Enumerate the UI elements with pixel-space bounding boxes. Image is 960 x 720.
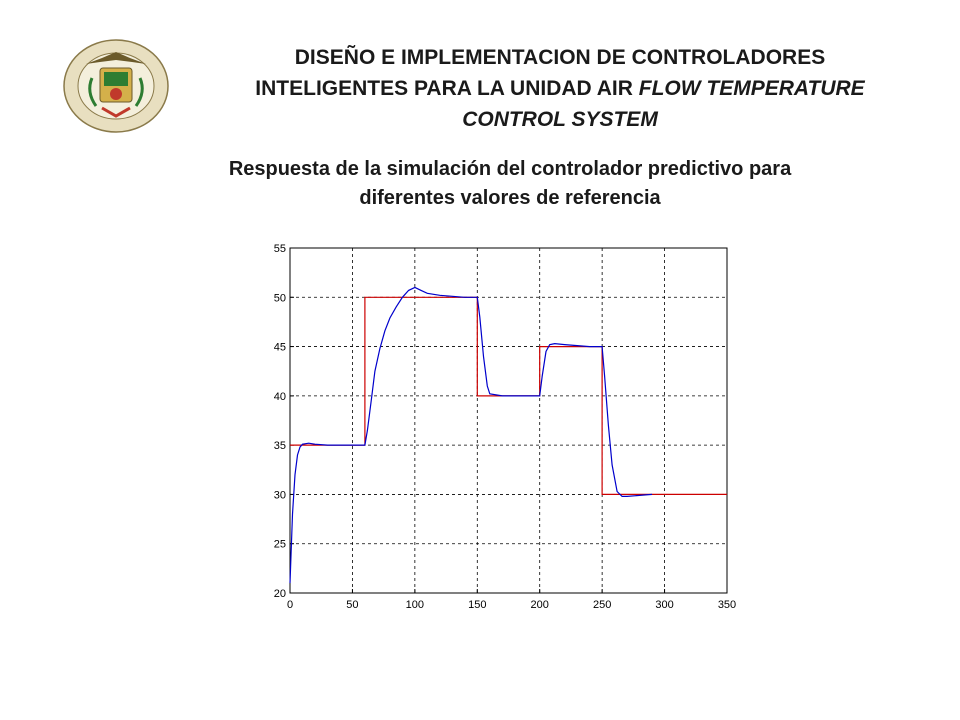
title-line3: CONTROL SYSTEM xyxy=(462,108,658,131)
chart-subtitle: Respuesta de la simulación del controlad… xyxy=(150,155,870,213)
x-tick-label: 200 xyxy=(531,599,549,611)
x-tick-label: 250 xyxy=(593,599,611,611)
y-tick-label: 25 xyxy=(274,539,286,551)
y-tick-label: 55 xyxy=(274,243,286,255)
x-tick-label: 150 xyxy=(468,599,486,611)
university-seal-icon xyxy=(63,39,169,133)
y-tick-label: 35 xyxy=(274,440,286,452)
title-line2-italic: FLOW TEMPERATURE xyxy=(638,77,865,100)
response-line xyxy=(289,286,653,584)
plot-area xyxy=(289,247,728,594)
title-line2: INTELIGENTES PARA LA UNIDAD AIR xyxy=(255,77,639,100)
x-tick-label: 0 xyxy=(287,599,293,611)
y-tick-label: 50 xyxy=(274,292,286,304)
axis-ticks: 0 50 100 150 200 250 300 350 20 25 30 35 40 45 50 55 xyxy=(274,243,736,611)
x-tick-label: 300 xyxy=(655,599,673,611)
response-chart: 0 50 100 150 200 250 300 350 20 25 30 35 40 45 50 55 xyxy=(274,243,736,611)
y-tick-label: 40 xyxy=(274,391,286,403)
slide-title: DISEÑO E IMPLEMENTACION DE CONTROLADORES… xyxy=(200,42,920,135)
x-tick-label: 100 xyxy=(406,599,424,611)
y-tick-label: 20 xyxy=(274,588,286,600)
series-lines xyxy=(289,286,727,584)
subtitle-line1: Respuesta de la simulación del controlad… xyxy=(228,158,792,180)
y-tick-label: 30 xyxy=(274,489,286,501)
title-line1: DISEÑO E IMPLEMENTACION DE CONTROLADORES xyxy=(294,46,826,69)
x-tick-label: 350 xyxy=(718,599,736,611)
y-tick-label: 45 xyxy=(274,342,286,354)
subtitle-line2: diferentes valores de referencia xyxy=(359,187,661,209)
x-tick-label: 50 xyxy=(346,599,358,611)
